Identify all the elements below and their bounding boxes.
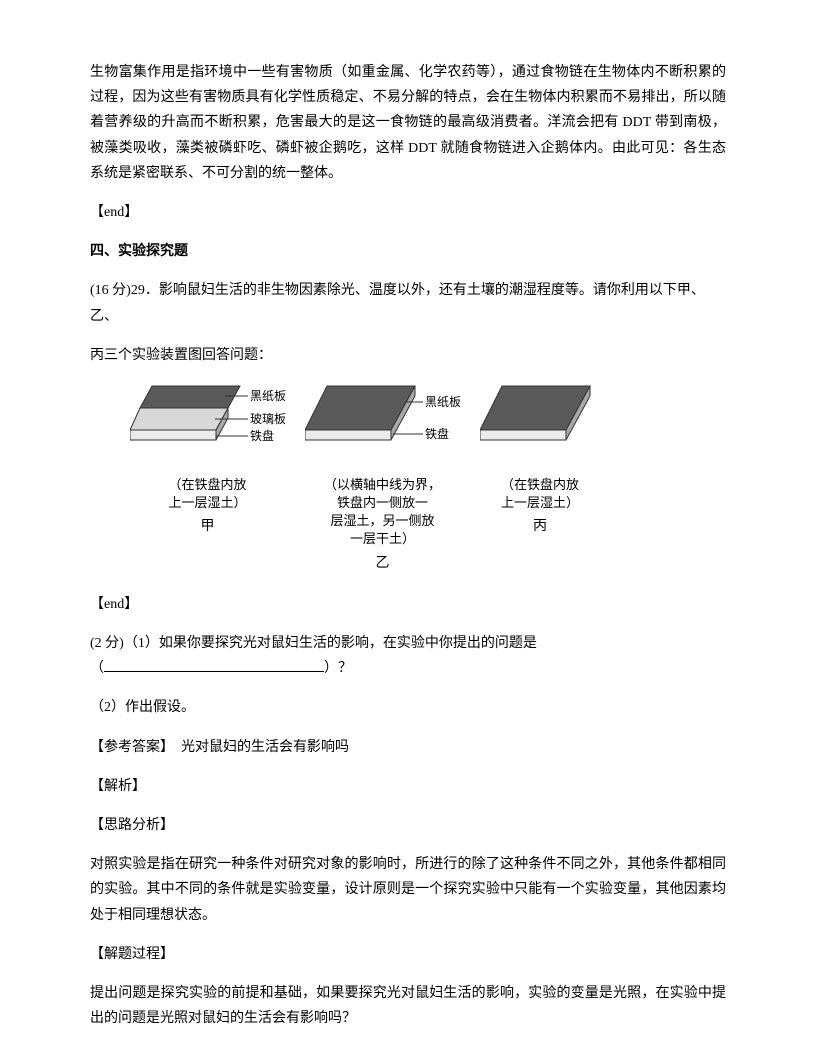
apparatus-b: 黑纸板 铁盘 （以横轴中线为界， 铁盘内一侧放一 层湿土，另一侧放 一层干土） … [305,382,460,576]
apparatus-c: （在铁盘内放 上一层湿土） 丙 [480,382,600,576]
q1-prefix: (2 分)（1）如果你要探究光对鼠妇生活的影响，在实验中你提出的问题是 [90,636,537,651]
label-black-board-b: 黑纸板 [425,395,460,409]
question-header: (16 分)29．影响鼠妇生活的非生物因素除光、温度以外，还有土壤的潮湿程度等。… [90,278,726,328]
process-text: 提出问题是探究实验的前提和基础，如果要探究光对鼠妇生活的影响，实验的变量是光照，… [90,981,726,1031]
label-black-board-a: 黑纸板 [250,389,285,403]
apparatus-c-label: 丙 [533,514,547,539]
q1-paren-close: ）？ [324,661,352,676]
apparatus-a-svg: 黑纸板 玻璃板 铁盘 [130,382,285,472]
end-marker-1: 【end】 [90,200,726,225]
apparatus-b-svg: 黑纸板 铁盘 [305,382,460,472]
apparatus-b-label: 乙 [376,551,390,576]
analysis-label: 【解析】 [90,774,726,799]
question-2: （2）作出假设。 [90,695,726,720]
apparatus-a: 黑纸板 玻璃板 铁盘 （在铁盘内放 上一层湿土） 甲 [130,382,285,576]
question-line-2: 丙三个实验装置图回答问题： [90,343,726,368]
label-iron-tray-b: 铁盘 [425,426,449,441]
apparatus-c-caption: （在铁盘内放 上一层湿土） [501,476,579,512]
thinking-label: 【思路分析】 [90,813,726,838]
figure-container: 黑纸板 玻璃板 铁盘 （在铁盘内放 上一层湿土） 甲 黑纸板 铁盘 （以横轴中线… [130,382,726,576]
section-title: 四、实验探究题 [90,239,726,264]
label-glass-board-a: 玻璃板 [250,412,285,426]
question-1: (2 分)（1）如果你要探究光对鼠妇生活的影响，在实验中你提出的问题是 （ ）？ [90,631,726,681]
apparatus-b-caption: （以横轴中线为界， 铁盘内一侧放一 层湿土，另一侧放 一层干土） [324,476,441,549]
process-label: 【解题过程】 [90,942,726,967]
apparatus-c-svg [480,382,600,472]
apparatus-a-caption: （在铁盘内放 上一层湿土） [168,476,246,512]
end-marker-2: 【end】 [90,592,726,617]
answer-label: 【参考答案】 光对鼠妇的生活会有影响吗 [90,735,726,760]
q1-paren-open: （ [90,661,104,676]
apparatus-a-label: 甲 [201,514,215,539]
intro-paragraph: 生物富集作用是指环境中一些有害物质（如重金属、化学农药等），通过食物链在生物体内… [90,60,726,186]
thinking-text: 对照实验是指在研究一种条件对研究对象的影响时，所进行的除了这种条件不同之外，其他… [90,852,726,928]
label-iron-tray-a: 铁盘 [250,428,274,443]
q1-blank [104,658,324,672]
